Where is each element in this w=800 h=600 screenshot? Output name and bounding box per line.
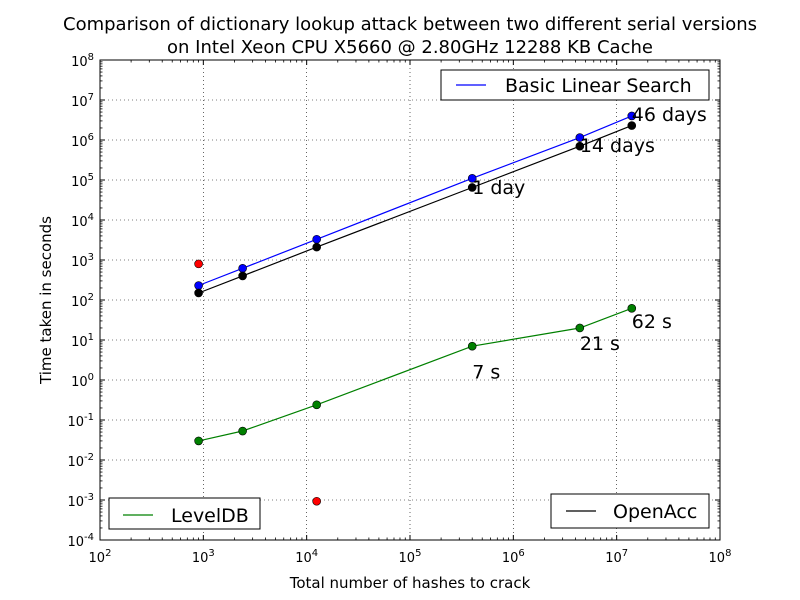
data-point-openacc [575, 141, 585, 151]
y-axis-ticks: 10-4 10-3 10-2 10-1 100 101 102 103 104 105 106 107… [67, 52, 720, 550]
legend-label-openacc: OpenAcc [613, 501, 697, 523]
legend-label-basic-linear-search: Basic Linear Search [505, 75, 692, 97]
legend-top-right: Basic Linear Search [440, 69, 710, 101]
series-line-basic-linear-search [198, 115, 633, 287]
annotation-label: 62 s [632, 311, 672, 333]
data-point-basic-linear-search [467, 174, 477, 183]
tick-label: 10-4 [67, 532, 94, 550]
tick-label: 108 [709, 548, 732, 566]
x-axis-label: Total number of hashes to crack [289, 574, 531, 592]
data-point-leveldb [312, 400, 321, 410]
data-point-leveldb [194, 436, 203, 446]
tick-label: 101 [71, 332, 94, 350]
annotation-label: 21 s [580, 333, 620, 355]
annotation-label: 1 day [472, 177, 525, 199]
tick-label: 10-2 [67, 452, 94, 470]
tick-label: 106 [71, 132, 94, 150]
chart-title-line-2: on Intel Xeon CPU X5660 @ 2.80GHz 12288 … [167, 37, 653, 58]
annotation-group: 46 days 14 days 1 day 62 s 21 s 7 s [472, 104, 707, 383]
tick-label: 102 [89, 548, 112, 566]
legend-bottom-right: OpenAcc [550, 493, 710, 529]
data-point-red [312, 496, 321, 506]
legend-box [108, 497, 261, 530]
series-line-leveldb [198, 307, 633, 442]
data-point-basic-linear-search [312, 234, 321, 244]
data-point-basic-linear-search [575, 133, 585, 142]
tick-label: 103 [71, 252, 94, 270]
tick-label: 10-1 [67, 412, 94, 430]
data-point-leveldb [467, 341, 477, 351]
data-point-openacc [467, 183, 477, 192]
tick-label: 104 [295, 548, 318, 566]
annotation-label: 46 days [632, 104, 707, 126]
chart-title-line-1: Comparison of dictionary lookup attack b… [63, 14, 757, 35]
data-point-openacc [312, 242, 321, 252]
data-point-red [194, 259, 203, 269]
tick-label: 108 [71, 52, 94, 70]
data-point-leveldb [575, 323, 585, 333]
tick-label: 105 [399, 548, 422, 566]
y-axis-label: Time taken in seconds [37, 216, 55, 385]
series-line-openacc [198, 124, 633, 294]
tick-label: 104 [71, 212, 94, 230]
legend-label-leveldb: LevelDB [171, 505, 249, 527]
tick-label: 10-3 [67, 492, 94, 510]
tick-label: 102 [71, 292, 94, 310]
data-point-basic-linear-search [194, 281, 203, 290]
data-point-basic-linear-search [627, 111, 637, 121]
annotation-label: 7 s [472, 361, 500, 383]
tick-label: 107 [605, 548, 628, 566]
series-group [194, 111, 637, 506]
data-point-basic-linear-search [238, 264, 247, 273]
data-point-openacc [627, 121, 637, 130]
legend-bottom-left: LevelDB [108, 497, 261, 530]
data-point-leveldb [627, 304, 637, 313]
tick-label: 100 [71, 372, 94, 390]
tick-label: 107 [71, 92, 94, 110]
x-axis-ticks: 102 103 104 105 106 107 108 [89, 60, 732, 566]
tick-label: 103 [192, 548, 215, 566]
data-point-openacc [238, 271, 247, 281]
annotation-label: 14 days [580, 135, 655, 157]
tick-label: 105 [71, 172, 94, 190]
tick-label: 106 [502, 548, 525, 566]
data-point-openacc [194, 288, 203, 298]
data-point-leveldb [238, 426, 247, 436]
